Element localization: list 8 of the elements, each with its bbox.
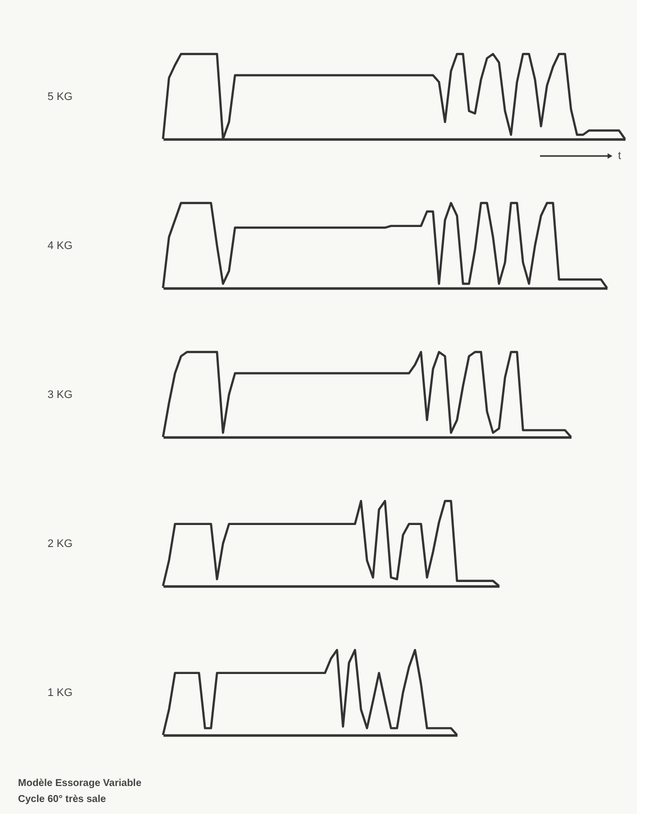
y-axis-title: 3 KG <box>48 389 73 401</box>
text: Cycle 60° très sale <box>18 794 106 805</box>
y-axis-title: 5 KG <box>48 91 73 103</box>
y-axis-title: 1 KG <box>48 687 73 699</box>
text: Modèle Essorage Variable <box>18 778 142 789</box>
x-axis-title: t <box>618 150 622 162</box>
y-axis-title: 4 KG <box>48 240 73 252</box>
y-axis-title: 2 KG <box>48 538 73 550</box>
